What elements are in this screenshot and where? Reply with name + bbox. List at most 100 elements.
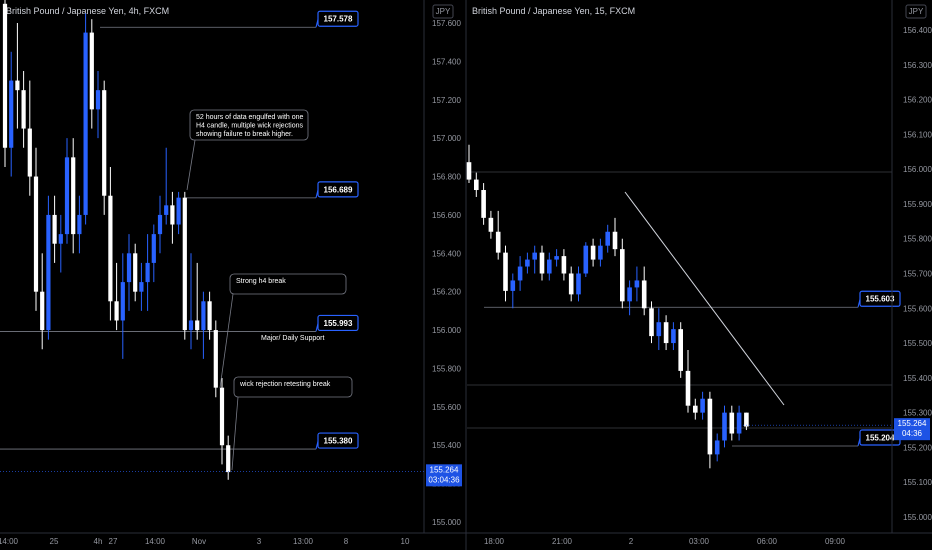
price-tick-label: 155.400 bbox=[903, 374, 932, 383]
candle-body bbox=[201, 301, 206, 331]
annotation-text: Major/ Daily Support bbox=[261, 335, 324, 342]
annotation-box[interactable] bbox=[229, 273, 347, 295]
candle-body bbox=[714, 440, 720, 455]
candle-body bbox=[656, 322, 662, 337]
price-tick-label: 155.400 bbox=[432, 441, 461, 450]
candle-body bbox=[598, 245, 603, 260]
annotation-box[interactable] bbox=[233, 376, 353, 398]
level-tag[interactable] bbox=[317, 10, 359, 27]
candle-body bbox=[744, 412, 749, 427]
price-tick-label: 156.300 bbox=[903, 61, 932, 70]
annotation-text: wick rejection retesting break bbox=[239, 381, 331, 388]
candle-body bbox=[126, 253, 132, 283]
candle-body bbox=[517, 266, 523, 281]
candle-body bbox=[120, 282, 125, 321]
candle-body bbox=[685, 370, 691, 406]
candle-body bbox=[176, 197, 181, 225]
candle-body bbox=[678, 329, 683, 371]
left-annotations: 52 hours of data engulfed with one H4 can… bbox=[186, 109, 353, 471]
right-levels: 155.603 155.204 bbox=[484, 290, 901, 447]
price-tick-label: 156.400 bbox=[432, 249, 461, 258]
left-time-axis[interactable]: 14:00 25 4h 27 14:00 Nov 3 13:00 8 10 bbox=[0, 537, 410, 546]
candle-body bbox=[71, 157, 76, 235]
annotation-text: H4 candle, multiple wick rejections bbox=[196, 123, 303, 130]
level-tag[interactable] bbox=[859, 290, 901, 307]
candle-body bbox=[605, 231, 610, 246]
time-tick-label: 2 bbox=[629, 537, 634, 546]
price-tick-label: 157.000 bbox=[432, 134, 461, 143]
candle-body bbox=[583, 245, 589, 274]
time-tick-label: 14:00 bbox=[145, 537, 166, 546]
candle-body bbox=[46, 214, 51, 331]
candle-body bbox=[503, 252, 508, 291]
level-tag[interactable] bbox=[317, 432, 359, 449]
right-grid bbox=[467, 171, 892, 429]
right-currency-badge[interactable] bbox=[905, 4, 927, 19]
left-price-axis[interactable]: 157.600 157.400 157.200 157.000 156.800 156.6… bbox=[0, 19, 462, 527]
time-tick-label: 25 bbox=[50, 537, 59, 546]
left-currency-badge[interactable] bbox=[432, 4, 454, 19]
left-levels: 157.578 156.689 155.993 155.380 bbox=[0, 10, 359, 450]
candle-body bbox=[510, 280, 516, 291]
right-currency-label: JPY bbox=[909, 7, 924, 16]
candle-body bbox=[612, 231, 618, 250]
candle-body bbox=[641, 280, 647, 309]
right-time-axis[interactable]: 18:00 21:00 2 03:00 06:00 09:00 bbox=[484, 537, 846, 546]
candle-body bbox=[40, 291, 45, 331]
candle-body bbox=[52, 214, 57, 244]
time-tick-label: 21:00 bbox=[552, 537, 573, 546]
candle-body bbox=[58, 234, 63, 244]
candle-body bbox=[188, 320, 194, 331]
annotation-pointer bbox=[219, 293, 234, 389]
right-chart-pane[interactable]: British Pound / Japanese Yen, 15, FXCM 1… bbox=[466, 0, 932, 546]
price-tick-label: 157.600 bbox=[432, 19, 461, 28]
candle-body bbox=[27, 128, 32, 177]
price-tick-label: 155.200 bbox=[903, 443, 932, 452]
right-pane-title: British Pound / Japanese Yen, 15, FXCM bbox=[472, 6, 635, 16]
candle-body bbox=[151, 234, 156, 263]
level-tag-label: 155.993 bbox=[324, 319, 353, 328]
candle-body bbox=[488, 217, 494, 232]
price-tick-label: 157.400 bbox=[432, 57, 461, 66]
price-tick-label: 156.000 bbox=[903, 165, 932, 174]
price-tick-label: 156.200 bbox=[432, 288, 461, 297]
level-tag-label: 155.603 bbox=[866, 295, 895, 304]
candle-body bbox=[89, 32, 94, 110]
descending-trendline[interactable] bbox=[624, 191, 785, 406]
candle-body bbox=[83, 32, 88, 215]
price-tick-label: 155.500 bbox=[903, 339, 932, 348]
candle-body bbox=[21, 90, 26, 129]
price-tick-label: 155.800 bbox=[903, 235, 932, 244]
candle-body bbox=[133, 253, 138, 292]
price-tick-label: 156.100 bbox=[903, 130, 932, 139]
right-price-axis[interactable]: 156.400 156.300 156.200 156.100 156.000 155.9… bbox=[740, 26, 932, 522]
last-price-tag[interactable] bbox=[426, 464, 462, 487]
candle-body bbox=[729, 412, 735, 434]
level-tag[interactable] bbox=[317, 181, 359, 198]
left-chart-pane[interactable]: British Pound / Japanese Yen, 4h, FXCM 1… bbox=[0, 0, 466, 550]
candle-body bbox=[693, 405, 698, 413]
annotation-box[interactable] bbox=[189, 109, 309, 141]
level-tag-label: 155.204 bbox=[866, 434, 895, 443]
candle-body bbox=[182, 197, 187, 331]
annotation-pointer bbox=[186, 139, 196, 191]
price-tick-label: 155.100 bbox=[903, 478, 932, 487]
time-tick-label: 06:00 bbox=[757, 537, 778, 546]
price-tick-label: 155.900 bbox=[903, 200, 932, 209]
price-tick-label: 155.000 bbox=[432, 518, 461, 527]
last-price-value: 155.264 bbox=[430, 465, 459, 474]
last-price-tag[interactable] bbox=[894, 418, 930, 441]
price-tick-label: 157.200 bbox=[432, 96, 461, 105]
time-tick-label: Nov bbox=[192, 537, 206, 546]
candle-body bbox=[145, 262, 150, 283]
price-tick-label: 155.600 bbox=[432, 403, 461, 412]
level-tag[interactable] bbox=[317, 314, 359, 332]
price-tick-label: 155.300 bbox=[903, 409, 932, 418]
candle-body bbox=[576, 273, 581, 295]
time-tick-label: 4h bbox=[94, 537, 103, 546]
time-tick-label: 14:00 bbox=[0, 537, 19, 546]
candle-body bbox=[722, 412, 727, 441]
candle-body bbox=[64, 157, 70, 235]
last-price-value: 155.264 bbox=[898, 419, 927, 428]
